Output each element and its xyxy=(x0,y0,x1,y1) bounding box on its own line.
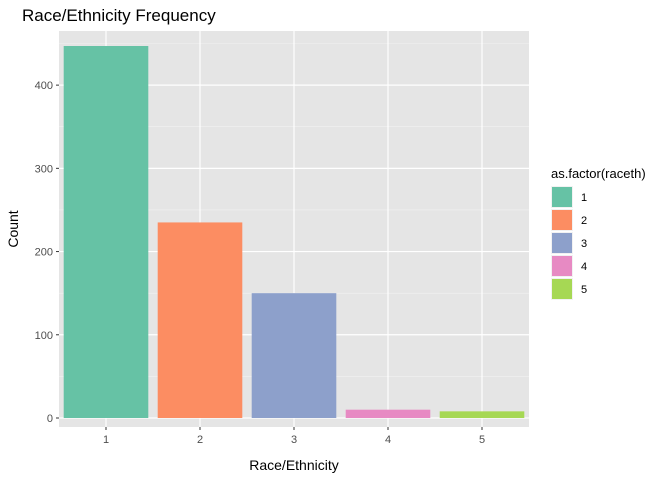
legend-label-5: 5 xyxy=(581,284,587,296)
x-axis-title: Race/Ethnicity xyxy=(249,457,338,473)
x-tick-label: 3 xyxy=(291,434,297,446)
y-axis-title: Count xyxy=(5,210,21,247)
legend-swatch-3 xyxy=(552,233,572,253)
bar-5 xyxy=(439,411,525,418)
y-tick-label: 100 xyxy=(35,330,53,342)
x-axis: 1 2 3 4 5 xyxy=(103,427,485,446)
legend-label-1: 1 xyxy=(581,192,587,204)
x-tick-label: 1 xyxy=(103,434,109,446)
bar-3 xyxy=(251,293,337,418)
x-tick-label: 4 xyxy=(385,434,391,446)
y-axis: 0 100 200 300 400 xyxy=(35,80,59,425)
legend-label-2: 2 xyxy=(581,215,587,227)
bar-1 xyxy=(63,46,149,419)
bar-2 xyxy=(157,222,243,418)
x-tick-label: 5 xyxy=(479,434,485,446)
chart-title: Race/Ethnicity Frequency xyxy=(22,6,216,25)
y-tick-label: 400 xyxy=(35,80,53,92)
legend-swatch-2 xyxy=(552,210,572,230)
legend-label-3: 3 xyxy=(581,238,587,250)
legend-title: as.factor(raceth) xyxy=(551,166,646,181)
legend-swatch-1 xyxy=(552,187,572,207)
legend-swatch-4 xyxy=(552,256,572,276)
legend-label-4: 4 xyxy=(581,261,587,273)
legend-swatch-5 xyxy=(552,279,572,299)
x-tick-label: 2 xyxy=(197,434,203,446)
y-tick-label: 200 xyxy=(35,247,53,259)
y-tick-label: 0 xyxy=(47,413,53,425)
bars xyxy=(63,46,525,419)
bar-4 xyxy=(345,409,431,418)
legend: as.factor(raceth) 1 2 3 4 5 xyxy=(551,166,646,300)
legend-items: 1 2 3 4 5 xyxy=(551,186,587,300)
y-tick-label: 300 xyxy=(35,163,53,175)
